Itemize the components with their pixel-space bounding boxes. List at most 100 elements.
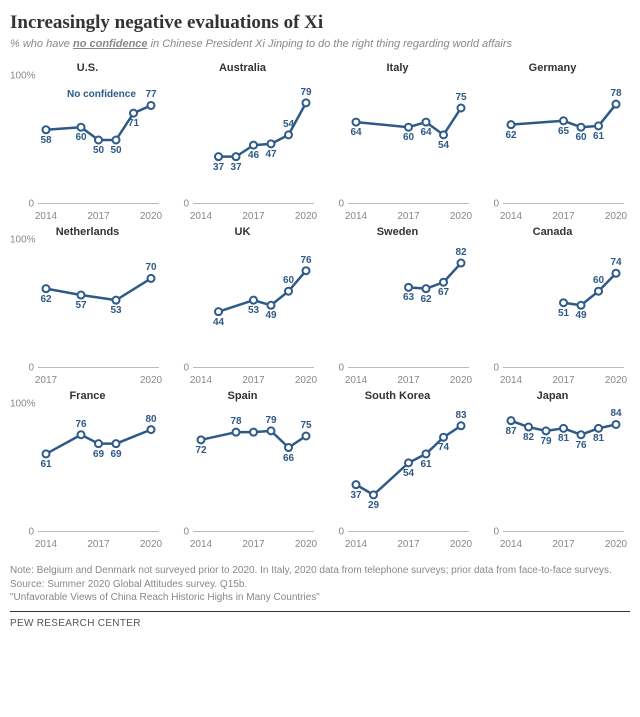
panel-title: Spain bbox=[165, 390, 320, 402]
data-point bbox=[303, 267, 310, 274]
data-point bbox=[613, 101, 620, 108]
x-tick-label: 2020 bbox=[295, 375, 317, 386]
x-tick-label: 2020 bbox=[140, 539, 162, 550]
data-point bbox=[148, 426, 155, 433]
x-tick-label: 2017 bbox=[87, 539, 109, 550]
data-point bbox=[405, 124, 412, 131]
data-label: 29 bbox=[368, 500, 379, 511]
data-point bbox=[578, 431, 585, 438]
x-tick-label: 2014 bbox=[190, 211, 212, 222]
data-label: 70 bbox=[145, 262, 156, 273]
x-tick-label: 2020 bbox=[450, 539, 472, 550]
chart-panel: Japan878279817681840201420172020 bbox=[475, 390, 630, 554]
data-point bbox=[458, 422, 465, 429]
panel-title: South Korea bbox=[320, 390, 475, 402]
chart-wrap: 62656061780201420172020 bbox=[475, 76, 630, 226]
chart-panel: Germany62656061780201420172020 bbox=[475, 62, 630, 226]
panel-title: UK bbox=[165, 226, 320, 238]
chart-panel: France61766969800100%201420172020 bbox=[10, 390, 165, 554]
x-tick-label: 2020 bbox=[605, 211, 627, 222]
chart-wrap: 64606454750201420172020 bbox=[320, 76, 475, 226]
data-point bbox=[613, 421, 620, 428]
plot-area: 87827981768184 bbox=[503, 404, 624, 532]
note-line: "Unfavorable Views of China Reach Histor… bbox=[10, 591, 630, 605]
data-label: 76 bbox=[575, 440, 586, 451]
panel-title: Germany bbox=[475, 62, 630, 74]
data-label: 62 bbox=[40, 294, 51, 305]
data-point bbox=[78, 292, 85, 299]
y-tick-label: 0 bbox=[320, 199, 344, 210]
data-point bbox=[370, 491, 377, 498]
plot-area: 372954617483 bbox=[348, 404, 469, 532]
chart-wrap: 61766969800100%201420172020 bbox=[10, 404, 165, 554]
data-point bbox=[423, 450, 430, 457]
x-tick-label: 2020 bbox=[295, 539, 317, 550]
x-tick-label: 2020 bbox=[140, 211, 162, 222]
chart-title: Increasingly negative evaluations of Xi bbox=[10, 12, 630, 34]
x-tick-label: 2017 bbox=[552, 211, 574, 222]
y-tick-label: 100% bbox=[10, 235, 34, 246]
chart-wrap: 44534960760201420172020 bbox=[165, 240, 320, 390]
data-label: 79 bbox=[265, 415, 276, 426]
data-point bbox=[560, 299, 567, 306]
data-label: 46 bbox=[248, 150, 259, 161]
series-line bbox=[409, 263, 462, 289]
data-label: 62 bbox=[420, 294, 431, 305]
x-tick-label: 2017 bbox=[87, 211, 109, 222]
data-point bbox=[233, 429, 240, 436]
x-tick-label: 2014 bbox=[500, 375, 522, 386]
data-point bbox=[113, 440, 120, 447]
data-label: 53 bbox=[110, 305, 121, 316]
chart-panel: U.S.586050507177No confidence0100%201420… bbox=[10, 62, 165, 226]
series-line bbox=[46, 278, 151, 300]
panel-title: Canada bbox=[475, 226, 630, 238]
data-point bbox=[113, 137, 120, 144]
data-point bbox=[595, 288, 602, 295]
data-point bbox=[595, 425, 602, 432]
data-label: 58 bbox=[40, 135, 51, 146]
data-label: 82 bbox=[455, 247, 466, 258]
data-point bbox=[560, 117, 567, 124]
data-label: 81 bbox=[558, 433, 569, 444]
data-label: 49 bbox=[575, 310, 586, 321]
note-line: Source: Summer 2020 Global Attitudes sur… bbox=[10, 578, 630, 592]
subtitle-em: no confidence bbox=[73, 38, 148, 50]
data-point bbox=[113, 297, 120, 304]
x-tick-label: 2014 bbox=[190, 539, 212, 550]
data-label: 83 bbox=[455, 410, 466, 421]
data-point bbox=[268, 427, 275, 434]
data-point bbox=[250, 297, 257, 304]
data-label: 60 bbox=[283, 275, 294, 286]
data-point bbox=[43, 450, 50, 457]
data-label: 53 bbox=[248, 305, 259, 316]
x-tick-label: 2020 bbox=[295, 211, 317, 222]
chart-panel: Australia3737464754790201420172020 bbox=[165, 62, 320, 226]
data-label: 61 bbox=[593, 131, 604, 142]
data-point bbox=[198, 436, 205, 443]
data-point bbox=[78, 431, 85, 438]
chart-svg bbox=[503, 404, 624, 532]
data-point bbox=[268, 302, 275, 309]
data-label: 78 bbox=[610, 88, 621, 99]
chart-panel: Netherlands625753700100%20172020 bbox=[10, 226, 165, 390]
y-tick-label: 0 bbox=[475, 363, 499, 374]
chart-subtitle: % who have no confidence in Chinese Pres… bbox=[10, 38, 630, 50]
x-tick-label: 2020 bbox=[605, 539, 627, 550]
data-point bbox=[458, 105, 465, 112]
plot-area: 63626782 bbox=[348, 240, 469, 368]
chart-wrap: 586050507177No confidence0100%2014201720… bbox=[10, 76, 165, 226]
chart-svg bbox=[193, 240, 314, 368]
data-point bbox=[353, 481, 360, 488]
data-point bbox=[130, 110, 137, 117]
y-tick-label: 0 bbox=[320, 527, 344, 538]
y-tick-label: 0 bbox=[475, 199, 499, 210]
chart-panel: Sweden636267820201420172020 bbox=[320, 226, 475, 390]
data-label: 60 bbox=[403, 132, 414, 143]
data-point bbox=[78, 124, 85, 131]
data-label: 54 bbox=[438, 140, 449, 151]
chart-svg bbox=[348, 240, 469, 368]
chart-grid: U.S.586050507177No confidence0100%201420… bbox=[10, 62, 630, 554]
plot-area: 6460645475 bbox=[348, 76, 469, 204]
data-point bbox=[508, 417, 515, 424]
data-label: 63 bbox=[403, 292, 414, 303]
